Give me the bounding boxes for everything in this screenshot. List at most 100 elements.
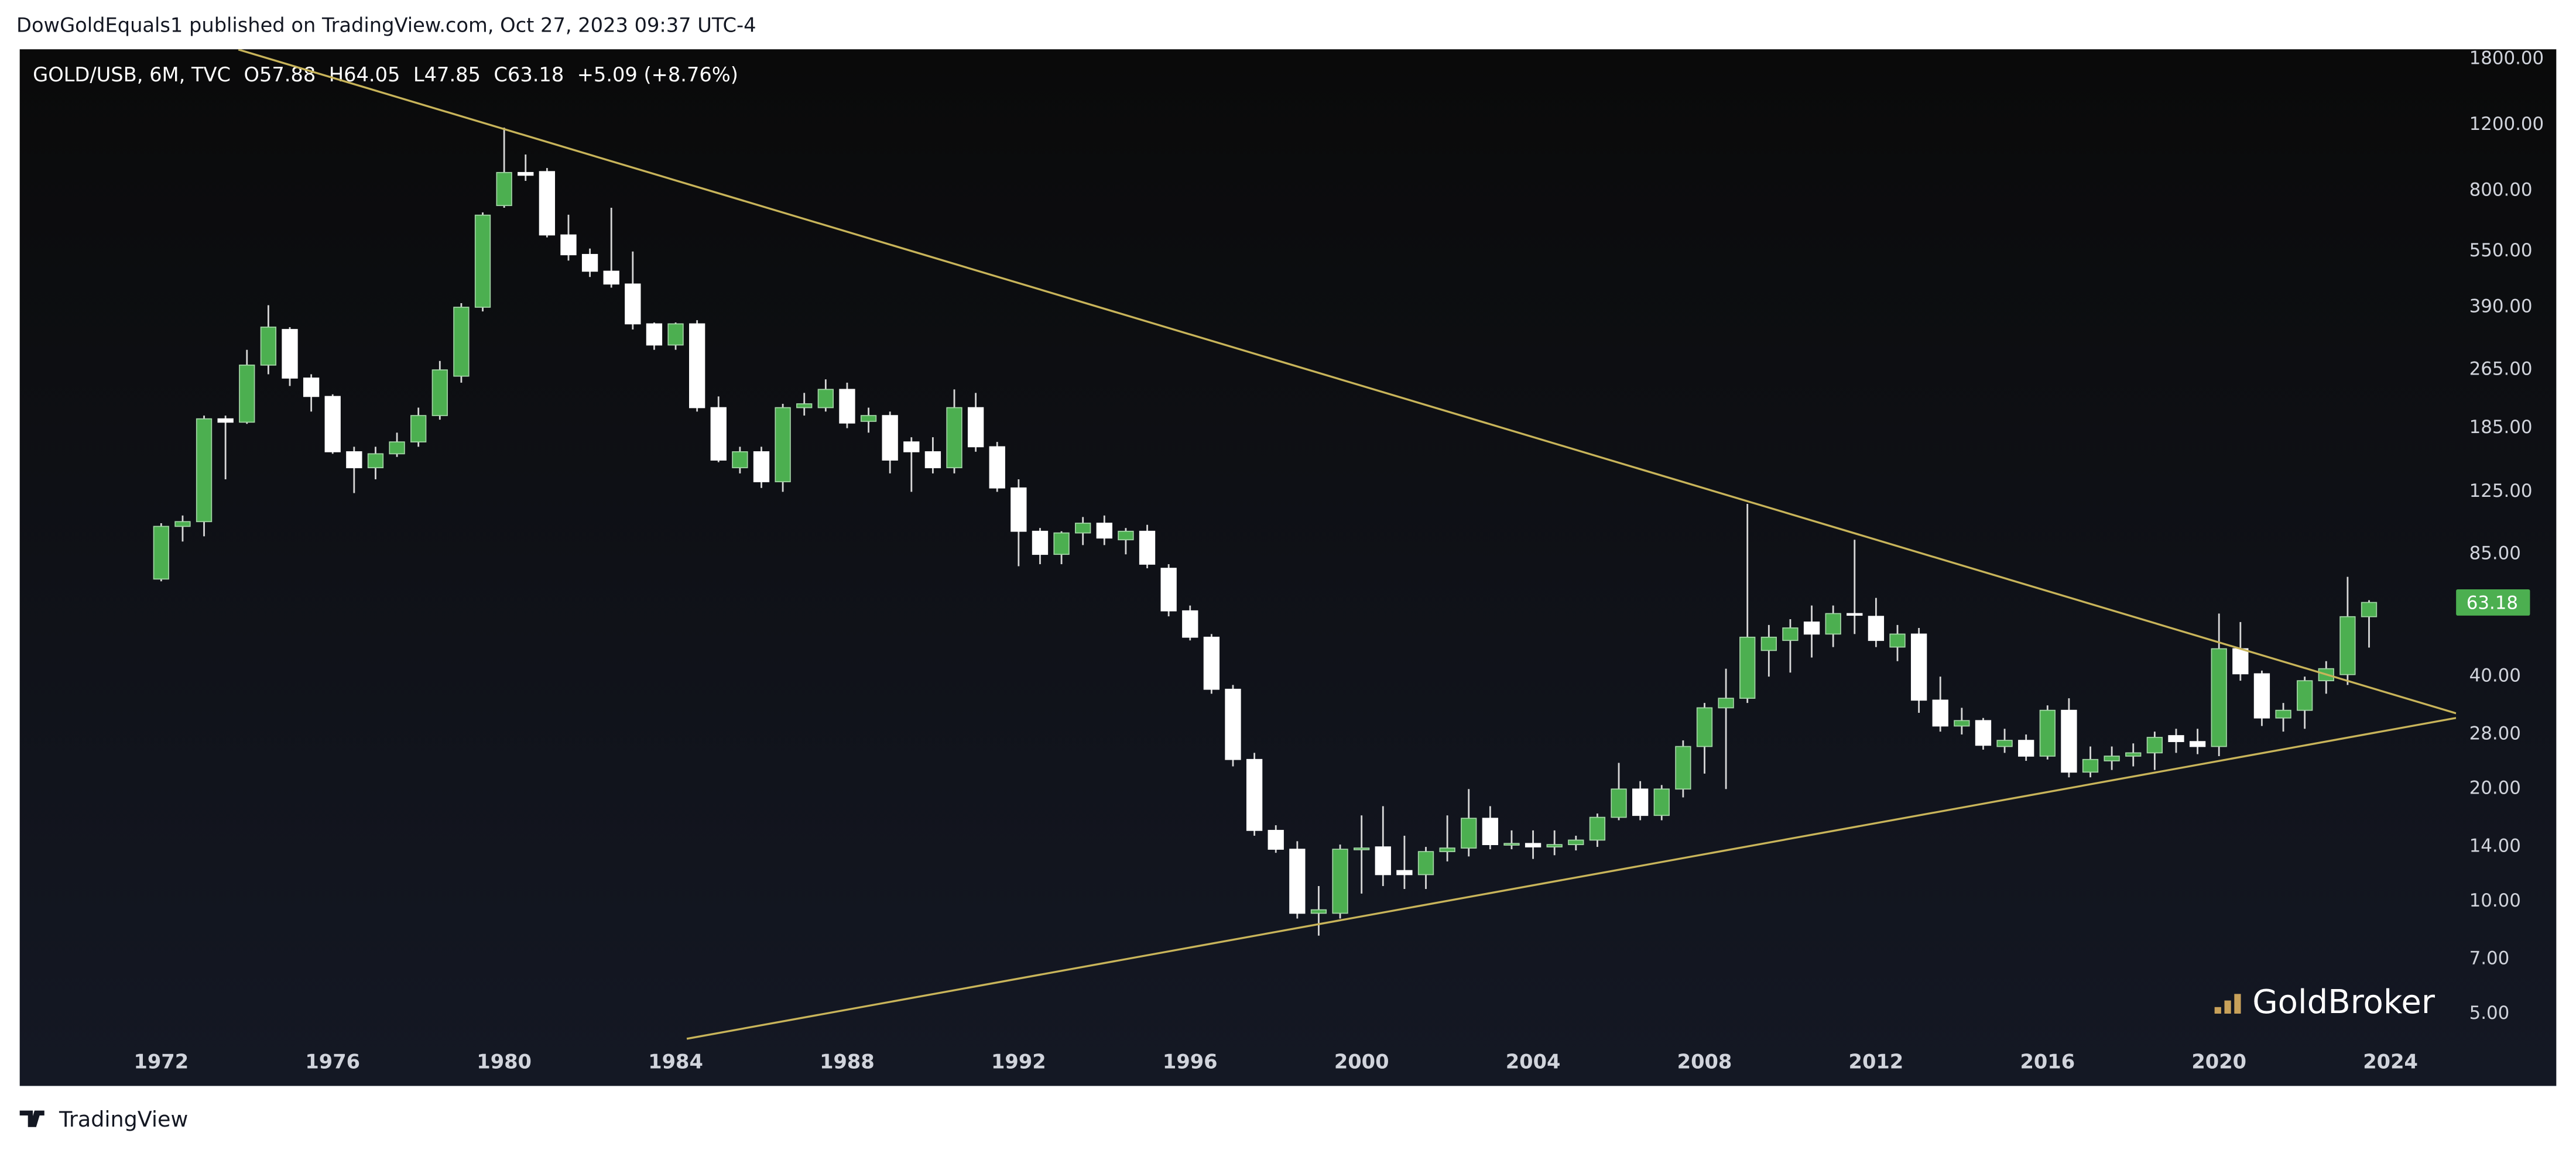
candle-body (1611, 788, 1627, 818)
candle-body (1461, 818, 1477, 849)
candle-body (389, 441, 405, 455)
candle-body (1675, 746, 1691, 790)
y-tick-label: 1800.00 (2469, 48, 2544, 69)
candle-body (239, 364, 255, 423)
candle-body (989, 446, 1005, 489)
candle-body (2253, 673, 2270, 719)
candle-body (1182, 610, 1198, 638)
candle-body (1032, 530, 1049, 555)
y-tick-label: 1200.00 (2469, 114, 2544, 135)
candle-body (217, 418, 234, 423)
candle-body (753, 451, 770, 482)
candle-body (2125, 752, 2142, 757)
x-tick-label: 2020 (2191, 1051, 2246, 1073)
candle-body (903, 441, 920, 452)
candle-body (2211, 648, 2227, 747)
candle-body (1847, 613, 1863, 616)
candle-body (324, 396, 341, 452)
legend-open: O57.88 (244, 63, 316, 86)
y-tick-label: 800.00 (2469, 179, 2533, 200)
candle-body (581, 253, 598, 272)
publish-header: DowGoldEquals1 published on TradingView.… (16, 13, 756, 36)
candle-body (1760, 636, 1777, 651)
legend-low: L47.85 (413, 63, 481, 86)
y-tick-label: 10.00 (2469, 890, 2521, 911)
candle-body (1696, 707, 1713, 747)
plot-area (153, 49, 2457, 1040)
candle-body (2232, 648, 2249, 675)
candle-body (1396, 870, 1413, 876)
candle-body (2361, 602, 2378, 617)
candle-body (2104, 756, 2120, 761)
candle-body (1075, 523, 1091, 534)
trendline (238, 49, 2457, 715)
y-tick-label: 550.00 (2469, 240, 2533, 261)
candle-body (2297, 680, 2313, 711)
candle-body (474, 214, 491, 308)
candle-body (860, 415, 877, 422)
candle-body (2018, 740, 2034, 757)
x-tick-label: 1988 (820, 1051, 875, 1073)
candle-body (1932, 699, 1948, 727)
candle-body (2168, 735, 2184, 742)
x-tick-label: 1976 (305, 1051, 360, 1073)
watermark-text: GoldBroker (2252, 983, 2435, 1021)
candle-body (667, 323, 684, 346)
footer: TradingView (19, 1107, 188, 1132)
candle-body (453, 307, 470, 377)
candle-body (1096, 523, 1112, 539)
candle-body (924, 451, 941, 469)
candle-body (839, 389, 855, 424)
candle-body (646, 323, 663, 346)
candle-body (1825, 613, 1841, 635)
y-tick-label: 125.00 (2469, 480, 2533, 502)
candle-body (2146, 737, 2163, 754)
candle-body (882, 415, 898, 461)
x-tick-label: 2000 (1334, 1051, 1389, 1073)
candle-body (1439, 847, 1455, 852)
watermark-icon (2214, 1007, 2221, 1014)
y-tick-label: 5.00 (2469, 1003, 2510, 1024)
candle-body (1246, 758, 1263, 831)
candle-body (1310, 909, 1327, 914)
x-tick-label: 1984 (648, 1051, 703, 1073)
candle-body (1482, 818, 1499, 846)
candle-body (689, 323, 705, 408)
x-tick-label: 2004 (1506, 1051, 1561, 1073)
y-tick-label: 390.00 (2469, 296, 2533, 317)
x-tick-label: 1980 (477, 1051, 532, 1073)
candle-body (1225, 688, 1241, 760)
candle-body (1996, 740, 2013, 747)
candle-body (1910, 633, 1927, 701)
y-tick-label: 85.00 (2469, 543, 2521, 564)
candle-body (946, 407, 962, 469)
legend-high: H64.05 (329, 63, 400, 86)
candle-body (2082, 758, 2099, 773)
candle-body (1868, 616, 1885, 641)
x-tick-label: 1992 (991, 1051, 1046, 1073)
candle-body (1803, 622, 1820, 635)
candle-body (1332, 849, 1348, 914)
y-tick-label: 14.00 (2469, 836, 2521, 857)
chart-panel (19, 49, 2557, 1086)
candle-body (367, 453, 384, 469)
symbol: GOLD/USB, 6M, TVC (33, 63, 231, 86)
candle-body (1053, 532, 1070, 555)
y-tick-label: 28.00 (2469, 723, 2521, 744)
candle-body (346, 451, 362, 469)
legend-close: C63.18 (494, 63, 564, 86)
candle-body (1782, 627, 1799, 641)
legend-change: +5.09 (+8.76%) (577, 63, 738, 86)
candle-body (732, 451, 748, 469)
x-tick-label: 2016 (2020, 1051, 2075, 1073)
candle-body (282, 329, 298, 379)
candle-body (1160, 568, 1177, 612)
y-tick-label: 7.00 (2469, 948, 2510, 969)
last-price-box (2456, 589, 2530, 616)
candle-body (1010, 487, 1027, 532)
candle-body (1268, 830, 1284, 850)
watermark-icon (2234, 994, 2241, 1014)
candle-body (817, 389, 834, 408)
candle-body (1375, 846, 1391, 876)
candle-body (2061, 709, 2077, 773)
